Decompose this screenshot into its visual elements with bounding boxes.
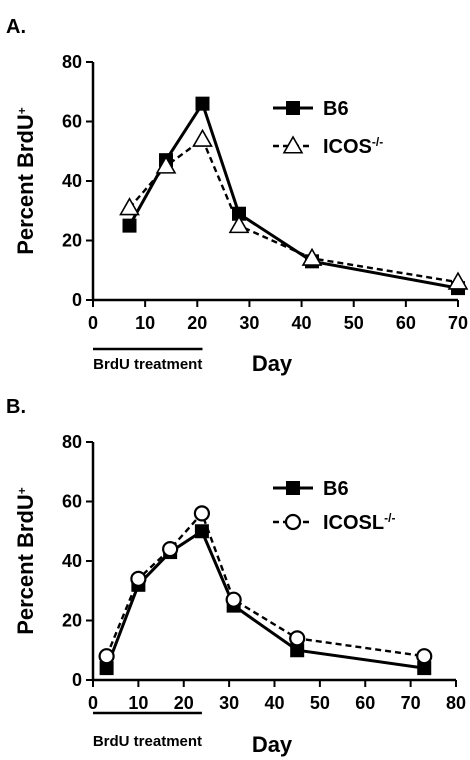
treatment-label: BrdU treatment xyxy=(93,356,202,373)
data-point-icosl xyxy=(225,591,242,608)
x-tick-label: 50 xyxy=(344,313,364,333)
legend-label: B6 xyxy=(323,478,349,500)
y-tick-label: 0 xyxy=(72,670,82,690)
legend-marker xyxy=(286,481,300,495)
series-line-b6 xyxy=(105,529,425,670)
x-tick-label: 70 xyxy=(448,313,468,333)
y-axis-title: Percent BrdU+ xyxy=(13,107,38,255)
panel-label: B. xyxy=(6,396,26,418)
data-point-b6 xyxy=(122,218,137,233)
legend-marker xyxy=(284,513,302,531)
data-point-icos xyxy=(228,215,250,234)
series-line-icosl xyxy=(105,511,425,658)
y-tick-label: 20 xyxy=(62,231,82,251)
x-tick-label: 10 xyxy=(135,313,155,333)
x-tick-label: 30 xyxy=(239,313,259,333)
x-tick-label: 70 xyxy=(401,693,421,713)
data-point-icosl xyxy=(289,630,306,647)
y-tick-label: 40 xyxy=(62,171,82,191)
chart-panel-a: A. 0 20 40 60 80 0 10 20 30 40 50 60 70 Percent BrdU+ B… xyxy=(6,16,469,376)
data-point-icosl xyxy=(193,505,210,522)
data-point-icos xyxy=(192,128,213,147)
data-point-icos xyxy=(301,247,323,266)
data-point-b6 xyxy=(290,643,305,658)
y-tick-label: 20 xyxy=(62,611,82,631)
chart-panel-b: B. 0 20 40 60 80 0 10 20 30 40 50 60 70 80 Percent BrdU… xyxy=(6,396,466,757)
data-point-icosl xyxy=(130,570,147,587)
data-point-icosl xyxy=(98,648,115,665)
treatment-label: BrdU treatment xyxy=(93,733,202,750)
data-point-b6 xyxy=(99,661,114,676)
x-tick-label: 10 xyxy=(128,693,148,713)
series-line-icos xyxy=(128,137,459,284)
y-tick-label: 0 xyxy=(72,290,82,310)
legend-label: ICOSL-/- xyxy=(323,511,395,534)
y-tick-label: 80 xyxy=(62,432,82,452)
x-tick-label: 40 xyxy=(292,313,312,333)
data-point-icosl xyxy=(162,540,179,558)
x-tick-label: 0 xyxy=(88,693,98,713)
data-point-b6 xyxy=(194,524,209,539)
y-tick-label: 80 xyxy=(62,52,82,72)
x-tick-label: 80 xyxy=(446,693,466,713)
x-tick-label: 60 xyxy=(396,313,416,333)
x-tick-label: 0 xyxy=(88,313,98,333)
legend-label: B6 xyxy=(323,98,349,120)
panel-label: A. xyxy=(6,16,26,38)
data-point-icosl xyxy=(416,648,433,665)
x-tick-label: 40 xyxy=(264,693,284,713)
y-tick-label: 60 xyxy=(62,112,82,132)
x-axis-title: Day xyxy=(252,732,293,757)
legend-label: ICOS-/- xyxy=(323,135,383,158)
x-axis-title: Day xyxy=(252,351,293,376)
data-point-icos xyxy=(447,271,469,290)
series-line-b6 xyxy=(128,100,459,290)
x-tick-label: 60 xyxy=(355,693,375,713)
x-tick-label: 20 xyxy=(187,313,207,333)
data-point-b6 xyxy=(232,206,246,221)
y-axis-title: Percent BrdU+ xyxy=(13,487,38,635)
x-tick-label: 30 xyxy=(219,693,239,713)
data-point-b6 xyxy=(417,661,432,676)
legend-marker xyxy=(282,135,304,154)
x-tick-label: 50 xyxy=(310,693,330,713)
data-point-icos xyxy=(119,197,140,216)
data-point-b6 xyxy=(195,96,210,111)
data-point-icos xyxy=(155,155,177,174)
legend-marker xyxy=(286,101,300,115)
y-tick-label: 40 xyxy=(62,551,82,571)
x-tick-label: 20 xyxy=(174,693,194,713)
y-tick-label: 60 xyxy=(62,492,82,512)
